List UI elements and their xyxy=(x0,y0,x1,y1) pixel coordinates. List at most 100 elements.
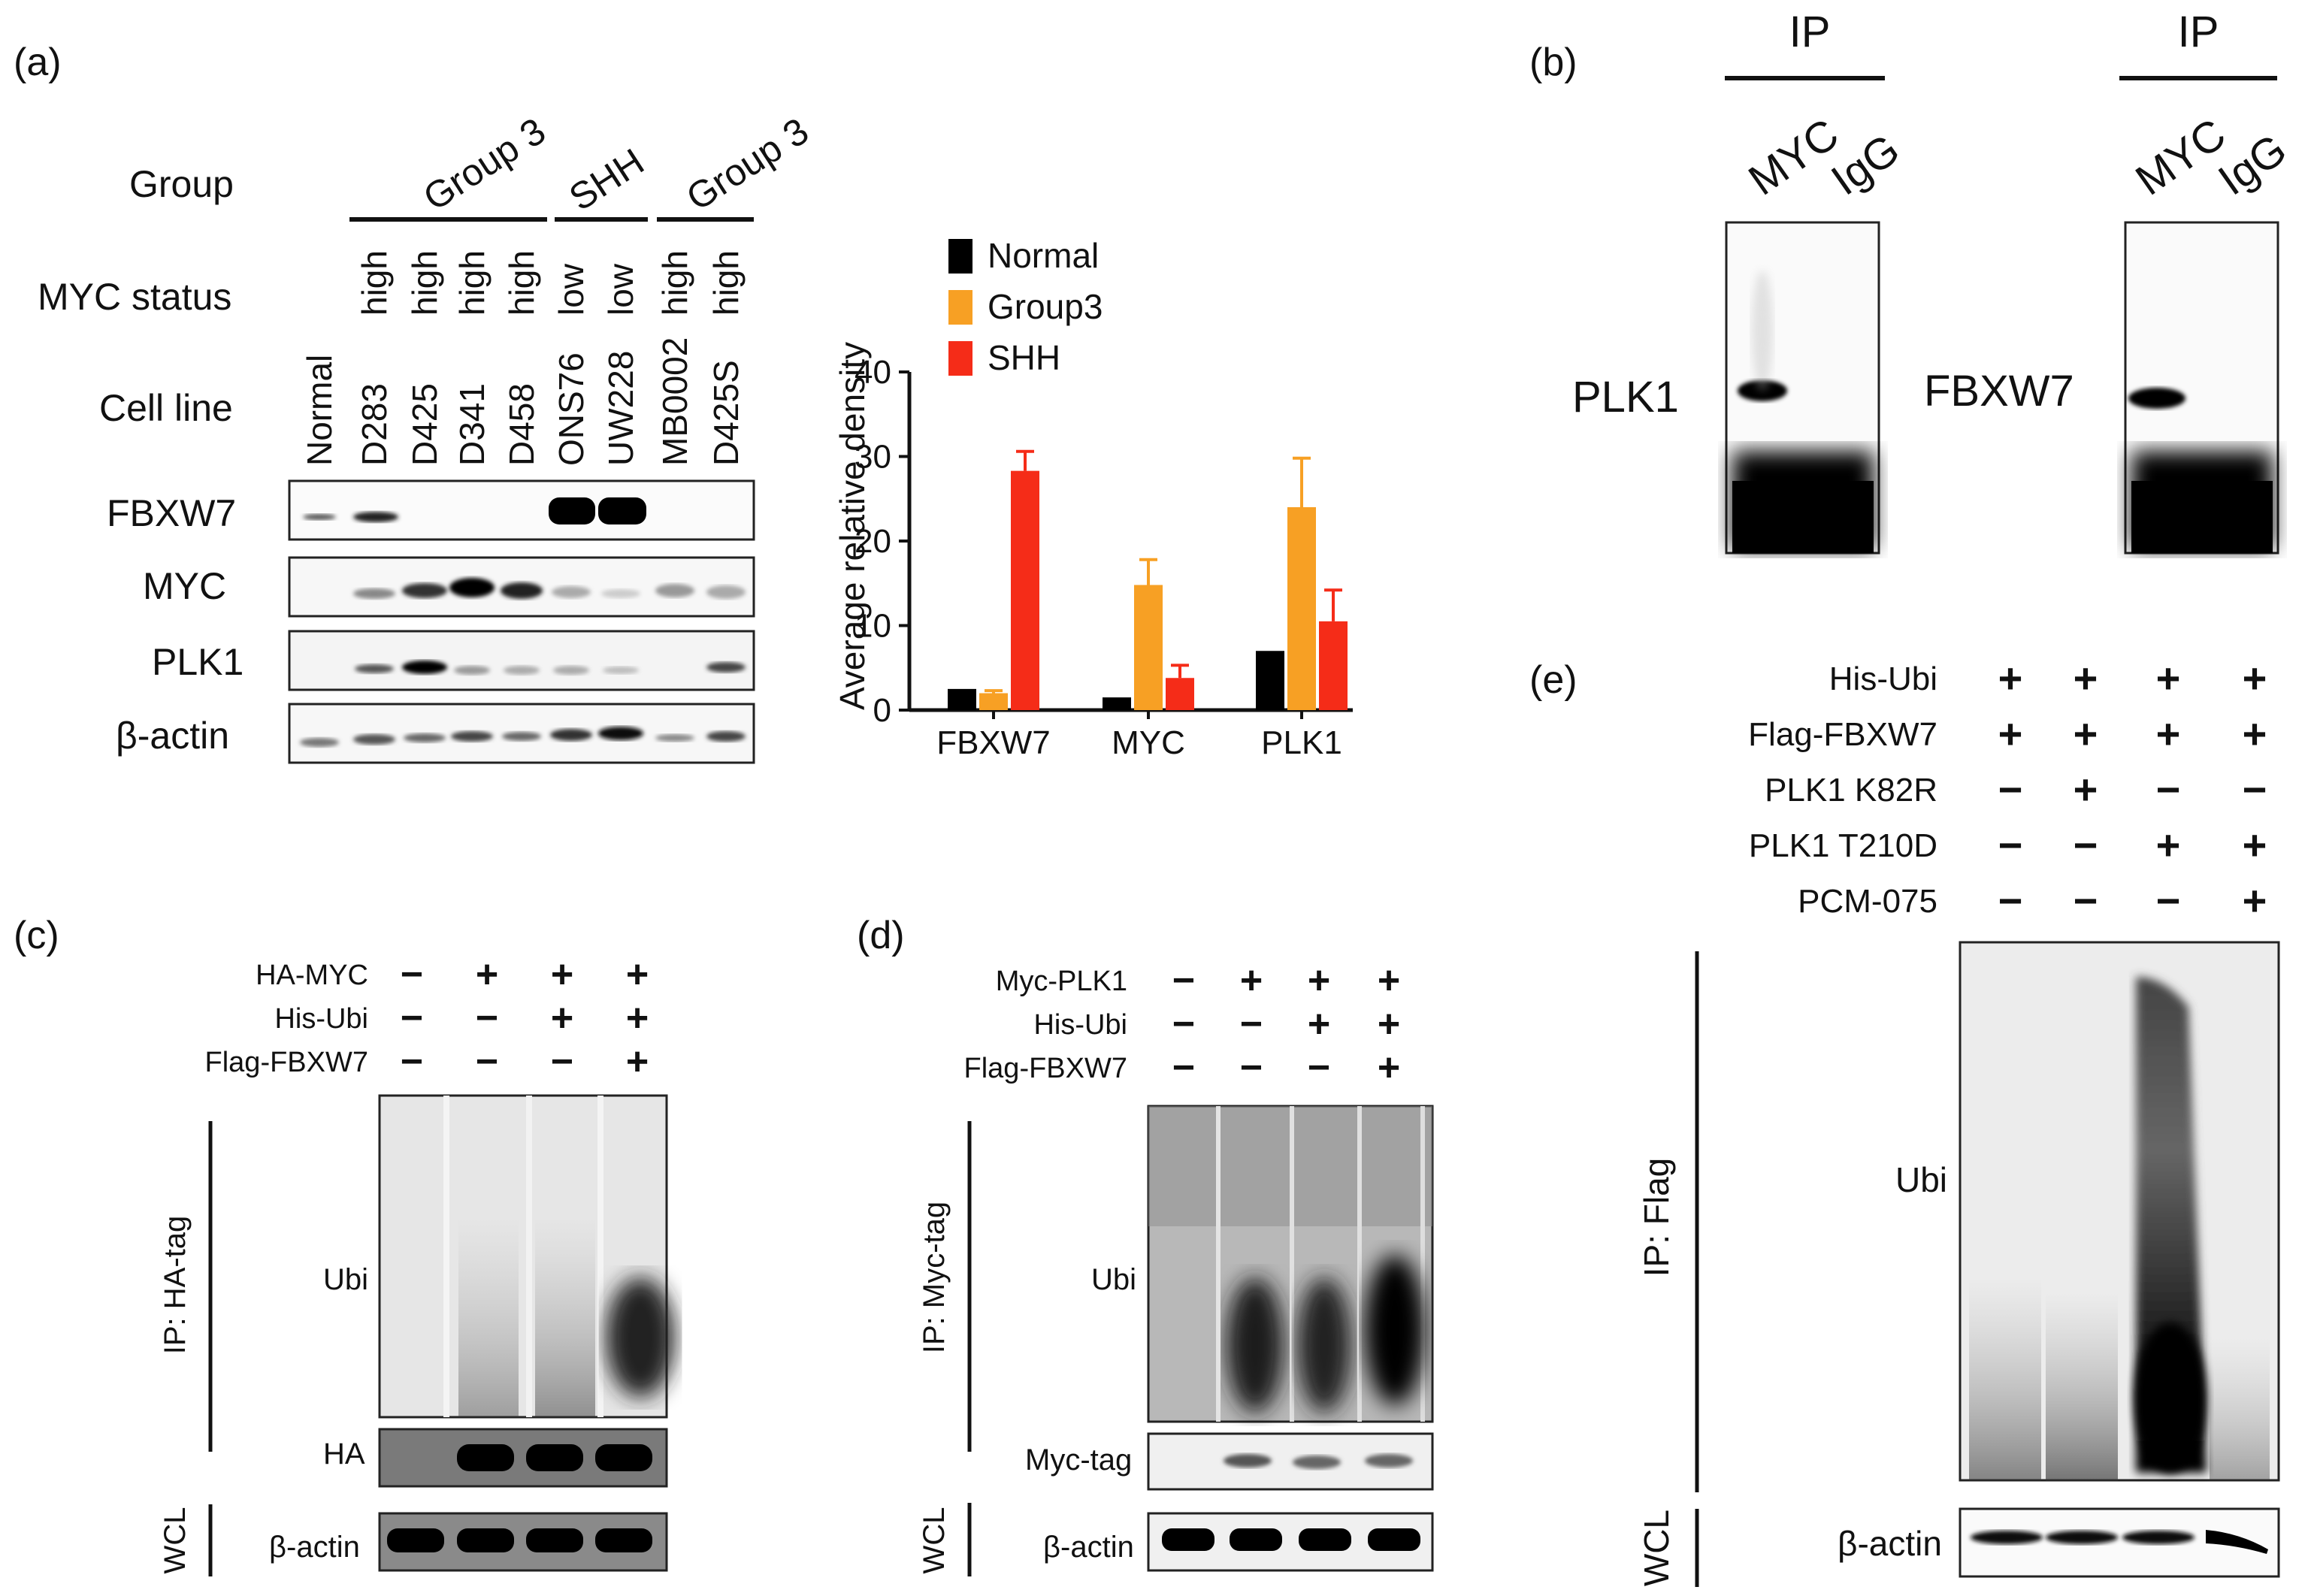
condition-sign: − xyxy=(2074,877,2098,924)
cell-line-labels: Normal D283 D425 D341 D458 ONS76 UW228 MB0002 D4… xyxy=(300,337,746,466)
myc-status-label: low xyxy=(552,263,591,316)
ip-label: IP: Myc-tag xyxy=(918,1202,951,1353)
chart-y-tick-label: 20 xyxy=(855,523,891,560)
chart-legend-swatch xyxy=(948,341,972,376)
blot-label-ubi: Ubi xyxy=(323,1263,368,1296)
chart-bar xyxy=(1256,651,1284,710)
myc-status-label: low xyxy=(601,263,640,316)
ip-header: IP xyxy=(2178,8,2219,56)
cell-line-label: Normal xyxy=(300,355,339,466)
condition-sign: + xyxy=(2243,710,2267,757)
condition-sign: − xyxy=(1998,821,2023,869)
blot-actin-e xyxy=(1959,1507,2280,1578)
blot-actin-c xyxy=(378,1512,668,1572)
condition-label: Myc-PLK1 xyxy=(996,966,1127,997)
condition-sign: + xyxy=(476,953,498,996)
chart-legend-label: Group3 xyxy=(988,287,1103,326)
group-row-label: Group xyxy=(129,163,234,205)
cell-line-label: D425S xyxy=(706,360,746,466)
condition-label: Flag-FBXW7 xyxy=(205,1047,368,1078)
blot-label-fbxw7: FBXW7 xyxy=(1924,367,2074,416)
condition-sign: − xyxy=(401,953,423,996)
blot-myc xyxy=(288,556,755,618)
ip-label: IP: Flag xyxy=(1637,1158,1676,1277)
cell-line-label: D425 xyxy=(405,383,444,466)
chart-x-tick-label: FBXW7 xyxy=(936,724,1051,761)
chart-bar xyxy=(979,693,1008,710)
condition-sign: + xyxy=(2074,654,2098,702)
wcl-label: WCL xyxy=(1637,1510,1676,1586)
panel-c-conditions: HA-MYC − + + +His-Ubi − − + +Flag-FBXW7− − − + xyxy=(205,953,649,1084)
panel-c-letter: (c) xyxy=(14,914,59,957)
condition-sign: + xyxy=(2156,710,2181,757)
chart-x-tick-label: PLK1 xyxy=(1261,724,1342,761)
panel-d-conditions: Myc-PLK1− + + +His-Ubi − − + +Flag-FBXW7− − − + xyxy=(964,959,1401,1090)
chart-legend-label: Normal xyxy=(988,236,1099,275)
chart-legend-label: SHH xyxy=(988,338,1060,377)
blot-ubi-d xyxy=(1147,1105,1434,1423)
blot-label-ubi: Ubi xyxy=(1895,1160,1947,1199)
blot-label-beta-actin: β-actin xyxy=(116,715,229,757)
condition-sign: + xyxy=(1308,1002,1330,1046)
panel-b: (b) IP MYC IgG PLK1 IP MYC IgG FBXW7 xyxy=(1529,8,2295,555)
condition-sign: + xyxy=(1998,710,2023,757)
myc-status-label: high xyxy=(452,250,492,316)
myc-status-labels: high high high high low low high high xyxy=(355,250,746,316)
condition-sign: − xyxy=(401,996,423,1040)
chart-y-tick-label: 10 xyxy=(855,608,891,645)
myc-status-label: high xyxy=(355,250,394,316)
blot-label-ha: HA xyxy=(323,1437,365,1471)
group-label: Group 3 xyxy=(679,110,815,219)
blot-plk1 xyxy=(288,630,755,691)
condition-sign: − xyxy=(1172,1002,1195,1046)
lane-label: MYC xyxy=(1740,109,1847,204)
condition-sign: + xyxy=(626,996,649,1040)
blot-ip-plk1 xyxy=(1725,221,1880,555)
panel-e-conditions: His-Ubi + + + + Flag-FBXW7 + + + + PLK1 K82R − + − − PL… xyxy=(1748,654,2267,924)
condition-sign: − xyxy=(2156,877,2181,924)
condition-sign: − xyxy=(1240,1046,1263,1090)
blot-label-beta-actin: β-actin xyxy=(269,1531,360,1564)
condition-sign: − xyxy=(1240,1002,1263,1046)
chart-bar xyxy=(1287,507,1316,710)
cell-line-label: D458 xyxy=(502,383,541,466)
panel-d: (d) Myc-PLK1− + + +His-Ubi − − + +Flag-FBXW7− − −… xyxy=(857,914,1434,1576)
blot-label-myc-tag: Myc-tag xyxy=(1025,1443,1132,1477)
blot-label-ubi: Ubi xyxy=(1091,1263,1136,1296)
group-label: Group 3 xyxy=(416,110,552,219)
condition-label: His-Ubi xyxy=(1829,660,1937,697)
ip-header: IP xyxy=(1789,8,1831,56)
condition-label: PCM-075 xyxy=(1798,883,1937,920)
condition-sign: + xyxy=(2074,766,2098,813)
cell-line-label: MB0002 xyxy=(655,337,694,466)
condition-sign: − xyxy=(1172,1046,1195,1090)
condition-label: His-Ubi xyxy=(274,1003,368,1035)
condition-sign: + xyxy=(1308,959,1330,1002)
cell-line-label: D341 xyxy=(452,383,492,466)
chart-bar xyxy=(1103,697,1131,710)
condition-sign: + xyxy=(1998,654,2023,702)
chart-bar xyxy=(1011,470,1039,710)
condition-sign: − xyxy=(476,1040,498,1084)
blot-label-fbxw7: FBXW7 xyxy=(107,492,236,534)
chart-bars xyxy=(948,449,1348,710)
panel-e-letter: (e) xyxy=(1529,658,1577,702)
blot-ip-fbxw7 xyxy=(2124,221,2279,555)
myc-status-row-label: MYC status xyxy=(38,276,231,318)
myc-status-label: high xyxy=(502,250,541,316)
chart-y-tick-label: 0 xyxy=(873,692,891,729)
blot-ubi-e xyxy=(1959,941,2280,1482)
condition-sign: − xyxy=(1998,766,2023,813)
condition-label: HA-MYC xyxy=(256,960,368,991)
condition-sign: + xyxy=(2156,654,2181,702)
myc-status-label: high xyxy=(655,250,694,316)
chart-bar xyxy=(1166,678,1194,710)
bar-chart: Average relative density 0 10 20 30 40 FBXW7 M… xyxy=(833,236,1353,761)
condition-sign: − xyxy=(551,1040,573,1084)
cell-line-label: ONS76 xyxy=(552,352,591,466)
blot-label-plk1: PLK1 xyxy=(1572,373,1679,422)
chart-x-tick-label: MYC xyxy=(1112,724,1185,761)
blot-label-myc: MYC xyxy=(143,565,226,607)
condition-sign: + xyxy=(2243,654,2267,702)
condition-label: PLK1 K82R xyxy=(1765,772,1937,809)
